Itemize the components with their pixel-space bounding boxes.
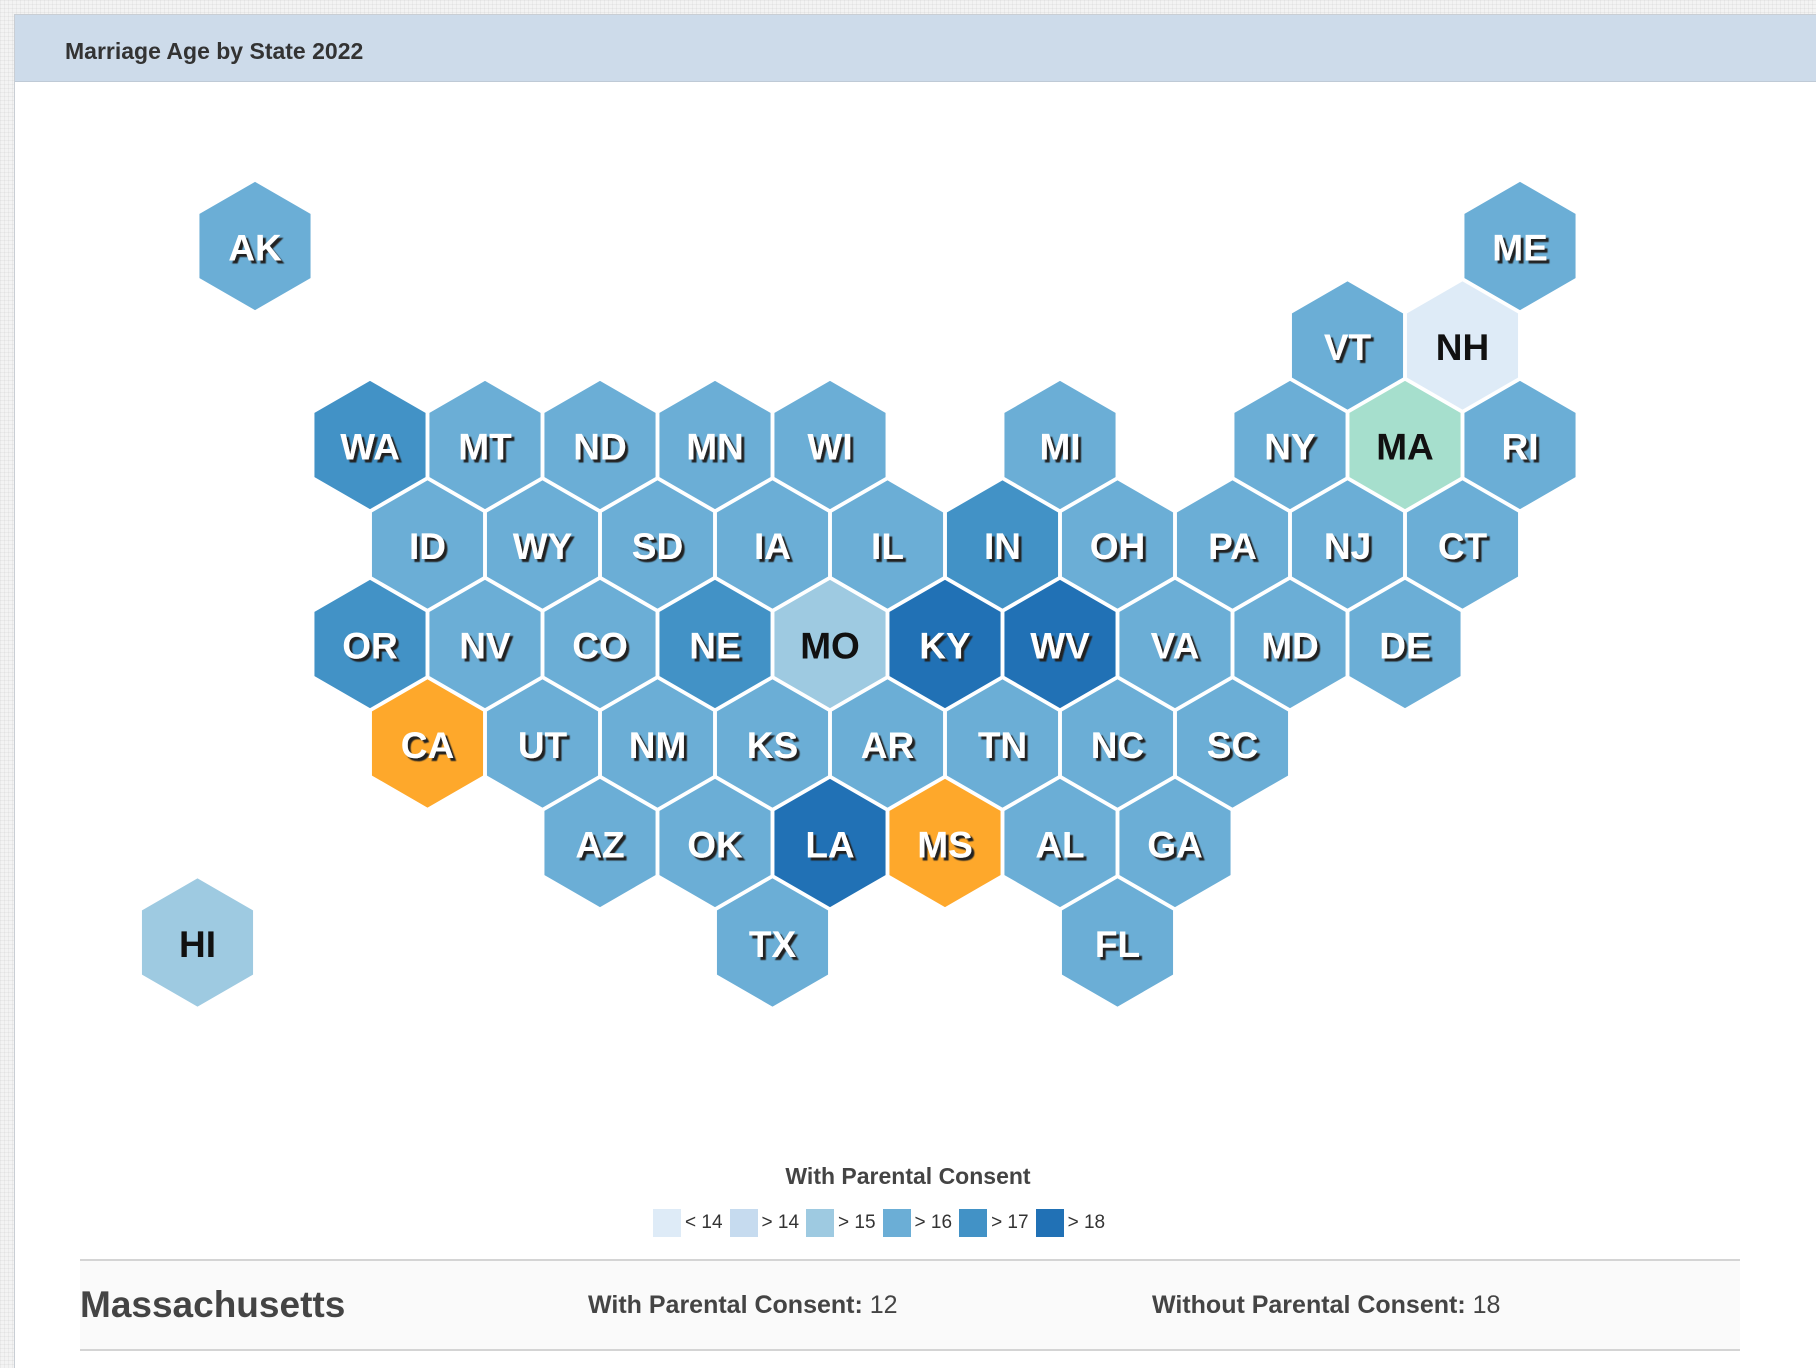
legend-item: > 17 — [959, 1209, 1035, 1237]
state-hex-shape[interactable] — [772, 379, 888, 511]
legend-label: > 17 — [991, 1212, 1029, 1233]
legend-item: > 15 — [806, 1209, 882, 1237]
state-hex-shape[interactable] — [1002, 379, 1118, 511]
state-hex-shape[interactable] — [1175, 478, 1290, 611]
state-hex-shape[interactable] — [1232, 578, 1348, 710]
state-hex-shape[interactable] — [485, 478, 600, 611]
legend-title: With Parental Consent — [785, 1163, 1031, 1189]
state-hex-shape[interactable] — [1405, 279, 1520, 412]
state-hex-shape[interactable] — [1462, 379, 1578, 511]
state-hex-hi[interactable]: HI — [140, 876, 255, 1009]
state-hex-shape[interactable] — [830, 677, 945, 810]
legend-swatch — [882, 1209, 911, 1237]
state-info-bar: Massachusetts With Parental Consent: 12 … — [80, 1259, 1740, 1351]
state-hex-shape[interactable] — [370, 677, 485, 810]
state-hex-shape[interactable] — [1175, 677, 1290, 810]
state-hex-shape[interactable] — [1405, 478, 1520, 611]
legend-item: < 14 — [653, 1209, 729, 1237]
state-hex-shape[interactable] — [1117, 578, 1233, 710]
with-consent-value: 12 — [869, 1291, 898, 1319]
state-hex-shape[interactable] — [887, 777, 1003, 909]
panel-title: Marriage Age by State 2022 — [65, 38, 364, 64]
state-hex-shape[interactable] — [1002, 578, 1118, 710]
without-consent-value: 18 — [1472, 1291, 1501, 1319]
state-hex-shape[interactable] — [427, 379, 543, 511]
state-hex-shape[interactable] — [945, 478, 1060, 611]
state-hex-shape[interactable] — [312, 379, 428, 511]
panel-header: Marriage Age by State 2022 — [15, 15, 1816, 82]
legend-label: < 14 — [685, 1212, 723, 1233]
legend-label: > 15 — [838, 1212, 876, 1233]
state-hex-shape[interactable] — [657, 777, 773, 909]
state-hex-shape[interactable] — [427, 578, 543, 710]
state-hex-shape[interactable] — [715, 876, 830, 1009]
legend: < 14 > 14 > 15 > 16 > 17 > 18 — [653, 1209, 1112, 1237]
legend-item: > 18 — [1035, 1209, 1112, 1237]
selected-state-name: Massachusetts — [80, 1284, 346, 1325]
legend-swatch — [729, 1209, 758, 1237]
state-hex-shape[interactable] — [312, 578, 428, 710]
state-hex-shape[interactable] — [657, 379, 773, 511]
with-consent-info: With Parental Consent: 12 — [588, 1261, 898, 1349]
state-hex-shape[interactable] — [1232, 379, 1348, 511]
state-hex-shape[interactable] — [1060, 677, 1175, 810]
legend-swatch — [959, 1209, 988, 1237]
state-hex-shape[interactable] — [945, 677, 1060, 810]
state-hex-shape[interactable] — [140, 876, 255, 1009]
legend-label: > 14 — [761, 1212, 800, 1233]
state-hex-shape[interactable] — [1060, 478, 1175, 611]
state-hex-shape[interactable] — [1347, 578, 1463, 710]
state-hex-shape[interactable] — [830, 478, 945, 611]
state-hex-shape[interactable] — [1060, 876, 1175, 1009]
state-hex-shape[interactable] — [542, 777, 658, 909]
without-consent-label: Without Parental Consent: — [1152, 1291, 1466, 1319]
state-hex-shape[interactable] — [715, 478, 830, 611]
legend-item: > 16 — [882, 1209, 959, 1237]
state-hex-shape[interactable] — [1462, 180, 1578, 312]
state-hex-shape[interactable] — [600, 677, 715, 810]
legend-swatch — [806, 1209, 835, 1237]
state-hex-shape[interactable] — [1347, 379, 1463, 511]
state-hex-shape[interactable] — [1290, 279, 1405, 412]
legend-item: > 14 — [729, 1209, 806, 1237]
legend-swatch — [653, 1209, 681, 1237]
legend-label: > 18 — [1067, 1212, 1106, 1233]
state-hex-shape[interactable] — [542, 578, 658, 710]
state-hex-shape[interactable] — [485, 677, 600, 810]
state-hex-shape[interactable] — [887, 578, 1003, 710]
state-hex-shape[interactable] — [600, 478, 715, 611]
without-consent-info: Without Parental Consent: 18 — [1152, 1261, 1500, 1349]
state-hex-shape[interactable] — [1002, 777, 1118, 909]
legend-label: > 16 — [914, 1212, 953, 1233]
with-consent-label: With Parental Consent: — [588, 1291, 863, 1319]
state-hex-ak[interactable]: AK — [197, 180, 313, 312]
legend-swatch — [1035, 1209, 1064, 1237]
state-hex-shape[interactable] — [1290, 478, 1405, 611]
state-hex-shape[interactable] — [370, 478, 485, 611]
state-hex-shape[interactable] — [1117, 777, 1233, 909]
state-hex-shape[interactable] — [657, 578, 773, 710]
state-hex-shape[interactable] — [715, 677, 830, 810]
state-hex-shape[interactable] — [197, 180, 313, 312]
state-hex-shape[interactable] — [772, 578, 888, 710]
state-hex-shape[interactable] — [772, 777, 888, 909]
state-hex-shape[interactable] — [542, 379, 658, 511]
